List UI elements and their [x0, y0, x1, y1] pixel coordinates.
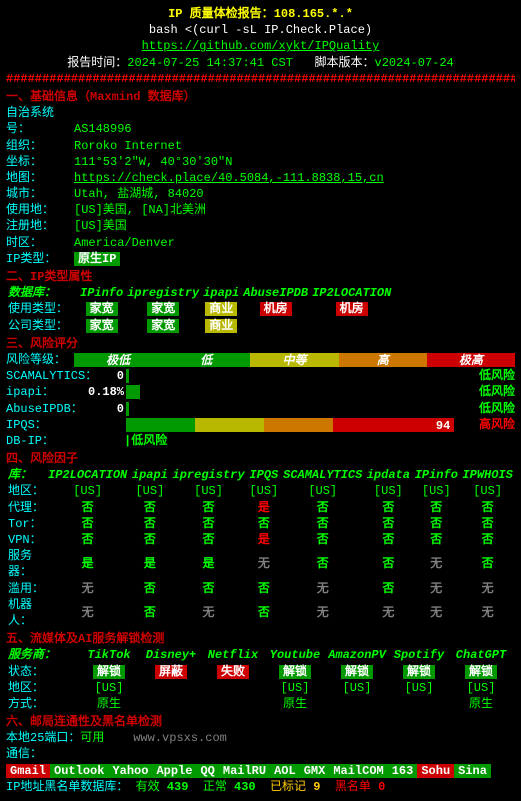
map-label: 地图：	[6, 170, 74, 186]
org-label: 组织：	[6, 138, 74, 154]
risk-legend: 风险等级： 极低 低 中等 高 极高	[6, 352, 515, 368]
iptype-badge: 原生IP	[74, 252, 120, 266]
section-risk: 三、风险评分	[6, 336, 515, 352]
bash-cmd: bash <(curl -sL IP.Check.Place)	[6, 22, 515, 38]
divider: ########################################…	[6, 71, 515, 87]
section-props: 二、IP类型属性	[6, 269, 515, 285]
risk-row: ipapi：0.18%低风险	[6, 384, 515, 400]
asn-label: 自治系统号：	[6, 105, 74, 137]
map-link[interactable]: https://check.place/40.5084,-111.8838,15…	[74, 171, 384, 185]
section-mail: 六、邮局连通性及黑名单检测	[6, 714, 515, 730]
iptype-label: IP类型：	[6, 251, 74, 267]
tz-value: America/Denver	[74, 236, 175, 250]
useloc-label: 使用地：	[6, 202, 74, 218]
tz-label: 时区：	[6, 235, 74, 251]
org-value: Roroko Internet	[74, 139, 182, 153]
risk-row: IPQS：94高风险	[6, 417, 515, 433]
regloc-label: 注册地：	[6, 218, 74, 234]
mail-row: 通信：GmailOutlookYahooAppleQQMailRUAOLGMXM…	[6, 746, 515, 778]
port25-label: 本地25端口：	[6, 731, 80, 745]
regloc-value: [US]美国	[74, 219, 127, 233]
risk-row: DB-IP：|低风险	[6, 433, 515, 449]
blacklist-row: IP地址黑名单数据库： 有效 439 正常 430 已标记 9 黑名单 0	[6, 779, 515, 795]
section-media: 五、流媒体及AI服务解锁检测	[6, 631, 515, 647]
port25-value: 可用	[80, 731, 104, 745]
asn-value: AS148996	[74, 122, 132, 136]
city-label: 城市：	[6, 186, 74, 202]
page-title: IP 质量体检报告：108.165.*.*	[6, 6, 515, 22]
risk-row: AbuseIPDB：0低风险	[6, 401, 515, 417]
media-table: 服务商：TikTokDisney+NetflixYoutubeAmazonPVS…	[6, 647, 512, 712]
factor-table: 库：IP2LOCATIONipapiipregistryIPQSSCAMALYT…	[6, 467, 515, 629]
risk-row: SCAMALYTICS：0低风险	[6, 368, 515, 384]
iptype-table: 数据库：IPinfoipregistryipapiAbuseIPDBIP2LOC…	[6, 285, 393, 334]
section-factors: 四、风险因子	[6, 451, 515, 467]
repo-link[interactable]: https://github.com/xykt/IPQuality	[6, 38, 515, 54]
report-meta: 报告时间：2024-07-25 14:37:41 CST 脚本版本：v2024-…	[6, 55, 515, 71]
watermark: www.vpsxs.com	[133, 731, 227, 745]
useloc-value: [US]美国, [NA]北美洲	[74, 203, 206, 217]
coord-value: 111°53'2"W, 40°30'30"N	[74, 155, 232, 169]
section-basic: 一、基础信息（Maxmind 数据库）	[6, 89, 515, 105]
coord-label: 坐标：	[6, 154, 74, 170]
city-value: Utah, 盐湖城, 84020	[74, 187, 204, 201]
